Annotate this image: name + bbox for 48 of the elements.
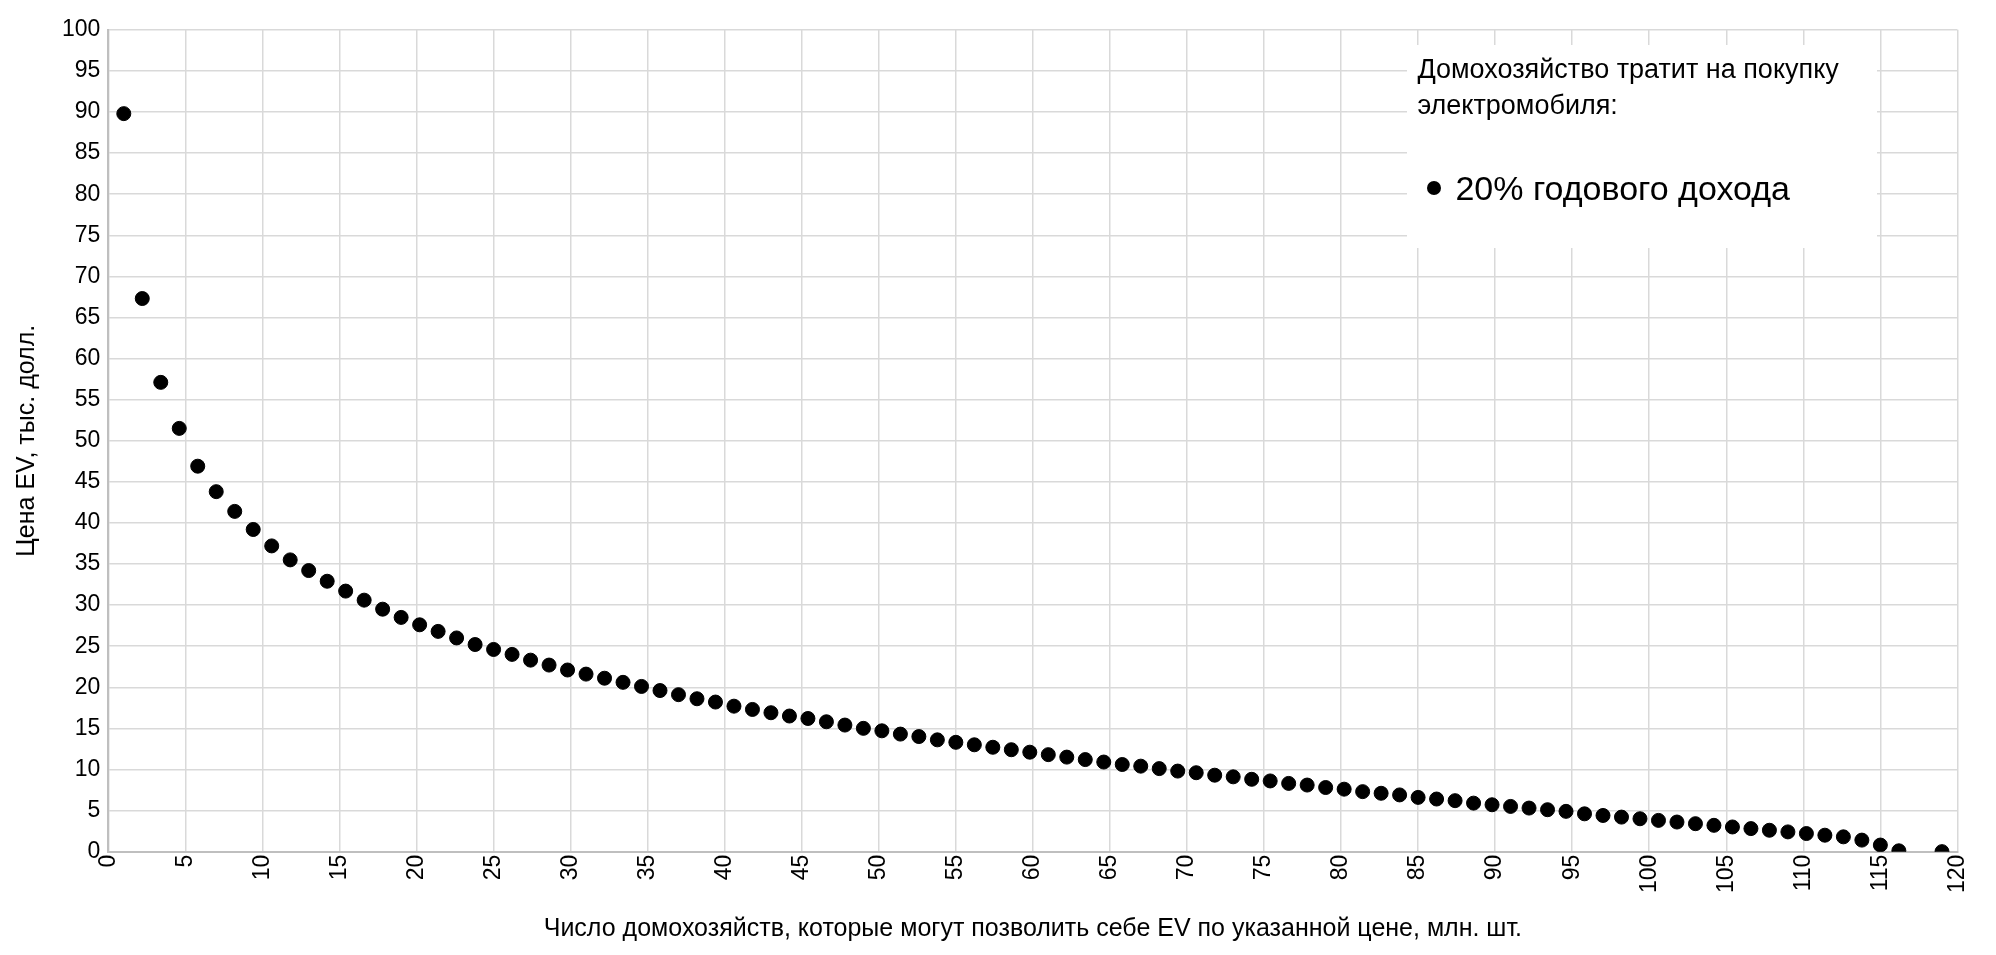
y-tick-label: 25: [74, 631, 101, 658]
x-tick-label: 120: [1942, 854, 1969, 893]
x-tick-label: 30: [555, 854, 582, 881]
x-tick-label: 100: [1634, 854, 1661, 893]
y-tick-label: 15: [74, 713, 101, 740]
y-tick-label: 55: [74, 384, 101, 411]
x-tick-label: 45: [787, 854, 814, 881]
y-tick-label: 90: [74, 97, 101, 124]
x-tick-label: 105: [1711, 854, 1738, 893]
x-tick-label: 25: [478, 854, 505, 881]
y-tick-label: 75: [74, 220, 101, 247]
x-tick-label: 55: [941, 854, 968, 881]
x-tick-label: 60: [1018, 854, 1045, 881]
y-tick-label: 65: [74, 302, 101, 329]
y-tick-label: 80: [74, 179, 101, 206]
y-tick-label: 20: [74, 672, 101, 699]
legend-title: Домохозяйство тратит на покупку электромобиля:: [1407, 44, 1878, 129]
y-tick-label: 45: [74, 467, 101, 494]
x-tick-label: 115: [1865, 854, 1892, 892]
y-tick-label: 60: [74, 343, 101, 370]
x-tick-label: 35: [633, 854, 660, 881]
y-tick-label: 95: [74, 56, 101, 83]
x-tick-label: 80: [1326, 854, 1353, 881]
y-axis-title: Цена EV, тыс. долл.: [10, 324, 39, 557]
y-tick-label: 70: [74, 261, 101, 288]
x-tick-label: 50: [864, 854, 891, 881]
x-tick-label: 15: [324, 854, 351, 881]
x-tick-label: 90: [1480, 854, 1507, 881]
x-tick-label: 40: [710, 854, 737, 881]
x-tick-label: 85: [1403, 854, 1430, 881]
x-tick-label: 65: [1095, 854, 1122, 881]
x-tick-label: 5: [170, 854, 197, 868]
y-tick-label: 50: [74, 426, 101, 453]
y-tick-label: 30: [74, 590, 101, 617]
y-tick-label: 100: [62, 15, 101, 42]
x-tick-label: 20: [401, 854, 428, 881]
y-tick-label: 10: [74, 754, 101, 781]
y-tick-label: 35: [74, 549, 101, 576]
y-tick-label: 40: [74, 508, 101, 535]
x-tick-label: 95: [1557, 854, 1584, 881]
y-tick-label: 5: [87, 795, 101, 822]
y-tick-label: 85: [74, 138, 101, 165]
x-tick-label: 10: [247, 854, 274, 881]
legend-label: 20% годового дохода: [1455, 168, 1790, 208]
x-tick-label: 70: [1172, 854, 1199, 881]
x-axis-title: Число домохозяйств, которые могут позволить себе EV по указанной цене, млн. шт.: [543, 912, 1523, 941]
x-tick-label: 75: [1249, 854, 1276, 881]
x-tick-label: 110: [1788, 854, 1815, 892]
